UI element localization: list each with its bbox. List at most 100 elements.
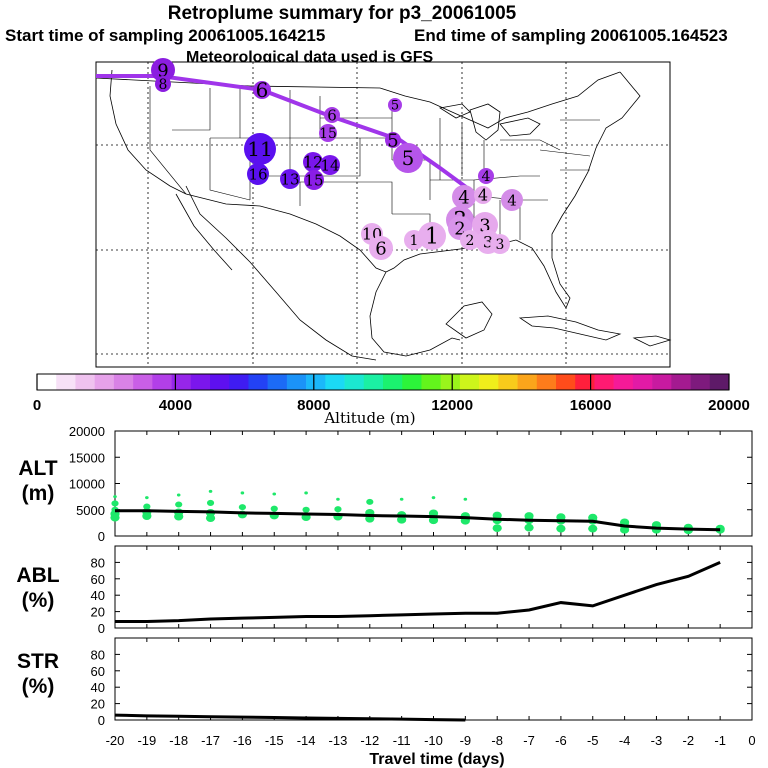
trajectory-marker-label: 5 (391, 99, 399, 114)
trajectory-marker (385, 132, 401, 148)
x-tick-label: -12 (360, 733, 379, 748)
colorbar-cell (690, 374, 711, 390)
x-tick-label: -11 (393, 733, 411, 748)
y-tick-label: 80 (91, 555, 105, 570)
x-tick-label: -13 (329, 733, 348, 748)
colorbar-cell (75, 374, 95, 390)
altitude-scatter-point (588, 524, 598, 533)
trajectory-marker-label: 4 (478, 186, 488, 205)
colorbar-cell (248, 374, 268, 390)
colorbar-cell (94, 374, 115, 390)
trajectory-marker (324, 107, 340, 123)
map-coastlines (95, 69, 672, 361)
altitude-scatter-point (336, 497, 340, 501)
trajectory-marker (155, 76, 171, 92)
trajectory-marker-label: 6 (256, 78, 269, 102)
altitude-scatter-point (492, 524, 502, 533)
x-tick-label: -3 (651, 733, 663, 748)
altitude-scatter-point (110, 513, 120, 522)
y-tick-label: 0 (98, 713, 105, 728)
colorbar-cell (383, 374, 403, 390)
trajectory-marker-label: 13 (280, 170, 299, 188)
trajectory-marker-label: 16 (248, 165, 267, 183)
trajectory-marker-label: 14 (320, 156, 339, 174)
altitude-scatter-point (302, 506, 310, 513)
trajectory-marker (303, 152, 323, 172)
trajectory-marker (452, 185, 476, 209)
altitude-scatter-point (145, 496, 149, 500)
map-frame (95, 61, 671, 368)
x-tick-label: -4 (619, 733, 631, 748)
altitude-scatter-point (399, 497, 404, 501)
colorbar-tick-label: 16000 (570, 397, 612, 414)
colorbar-cell (113, 374, 134, 390)
altitude-scatter-point (524, 523, 534, 532)
altitude-scatter-point (176, 493, 181, 497)
trajectory-marker (388, 98, 402, 112)
alt-panel-label: ALT (18, 457, 57, 480)
time-series-panels: 05000100001500020000020406080020406080-2… (69, 424, 756, 748)
trajectory-marker (460, 230, 480, 250)
trajectory-marker (253, 81, 271, 99)
colorbar-cell (210, 374, 230, 390)
trajectory-marker-label: 9 (157, 60, 168, 81)
altitude-scatter-point (397, 515, 407, 524)
x-tick-label: -7 (523, 733, 535, 748)
colorbar-cell (152, 374, 172, 390)
colorbar-cell (459, 374, 480, 390)
trajectory-marker-label: 1 (410, 233, 419, 249)
trajectory-marker-label: 2 (454, 218, 465, 239)
altitude-scatter-point (431, 496, 436, 500)
y-tick-label: 10000 (69, 477, 105, 492)
series-line (115, 561, 721, 623)
x-tick-label: -2 (683, 733, 695, 748)
colorbar-cell (556, 374, 576, 390)
colorbar-cell (498, 374, 518, 390)
altitude-scatter-point (334, 506, 342, 513)
trajectory-marker (474, 186, 492, 204)
x-tick-label: -16 (233, 733, 252, 748)
trajectory-marker-label: 6 (375, 238, 386, 259)
panel-frame (114, 637, 753, 721)
altitude-colorbar: 0 4000 8000 12000 16000 20000 Altitude (m) (33, 373, 750, 427)
altitude-scatter-point (366, 498, 374, 505)
altitude-scatter-point (174, 512, 184, 521)
altitude-scatter-point (238, 504, 246, 511)
altitude-scatter-point (620, 525, 630, 534)
trajectory-marker (490, 234, 510, 254)
trajectory-marker-label: 2 (466, 233, 475, 249)
trajectory-marker (369, 236, 393, 260)
altitude-scatter-point (111, 500, 119, 507)
colorbar-cell (575, 374, 595, 390)
figure-title: Retroplume summary for p3_20061005 (168, 3, 517, 24)
colorbar-tick-label: 4000 (159, 397, 192, 414)
trajectory-marker-label: 3 (483, 233, 493, 252)
x-tick-label: -17 (201, 733, 220, 748)
colorbar-cell (536, 374, 557, 390)
altitude-scatter-point (463, 497, 468, 501)
colorbar-cell (267, 374, 288, 390)
x-axis-label: Travel time (days) (369, 751, 504, 768)
abl-panel-label: ABL (16, 564, 59, 587)
colorbar-cell (671, 374, 691, 390)
colorbar-cell (632, 374, 653, 390)
colorbar-tick-label: 8000 (297, 397, 330, 414)
colorbar-cell (171, 374, 192, 390)
trajectory-marker-label: 4 (458, 187, 469, 208)
y-tick-label: 60 (91, 572, 105, 587)
map-panel: 986651555111613121514444433211310623 (95, 58, 672, 368)
trajectory-marker-label: 3 (496, 237, 505, 253)
altitude-scatter-point (715, 525, 725, 534)
alt-panel-unit: (m) (22, 482, 55, 505)
colorbar-tick-label: 12000 (431, 397, 473, 414)
colorbar-cell (613, 374, 634, 390)
altitude-scatter-point (113, 495, 117, 499)
x-tick-label: -6 (555, 733, 567, 748)
y-tick-label: 20000 (69, 424, 105, 439)
colorbar-label: Altitude (m) (323, 409, 415, 427)
trajectory-marker (404, 230, 424, 250)
altitude-scatter-point (206, 499, 215, 506)
trajectory-marker-label: 1 (425, 225, 439, 250)
x-tick-label: -19 (137, 733, 156, 748)
